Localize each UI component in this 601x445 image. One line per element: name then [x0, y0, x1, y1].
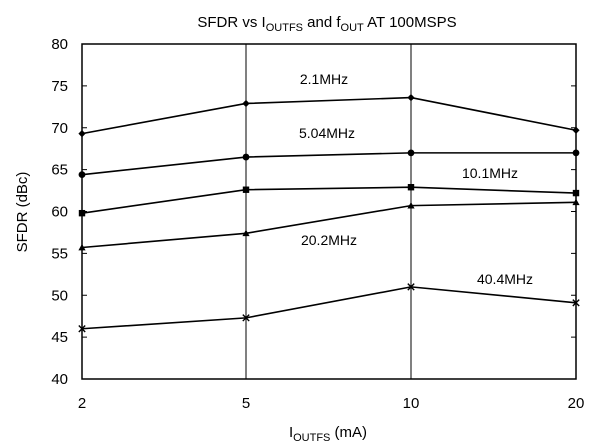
data-point	[407, 184, 415, 191]
data-point	[78, 130, 86, 138]
data-point	[572, 299, 580, 307]
x-tick-label: 2	[78, 395, 86, 412]
data-point	[78, 243, 86, 251]
chart-title: SFDR vs IOUTFS and fOUT AT 100MSPS	[197, 14, 456, 34]
y-tick-label: 65	[51, 162, 68, 179]
y-tick-label: 80	[51, 36, 68, 53]
data-point	[407, 202, 415, 209]
y-tick-label: 75	[51, 78, 68, 95]
series-label: 20.2MHz	[301, 232, 357, 248]
series-label: 10.1MHz	[462, 165, 518, 181]
series-line	[81, 96, 577, 135]
y-tick-label: 40	[51, 371, 68, 388]
x-axis-label: IOUTFS (mA)	[289, 424, 367, 444]
data-point	[242, 314, 250, 322]
y-axis-label: SFDR (dBc)	[14, 172, 31, 253]
series-line	[81, 201, 577, 249]
data-point	[407, 94, 415, 102]
series-label-bg	[292, 125, 362, 142]
data-point	[242, 186, 250, 193]
data-point	[407, 149, 415, 157]
x-tick-label: 5	[242, 395, 250, 412]
plot-area: 40 45 50 55 60 65 70 75 80 2 5 10 20 2.1MHz 5.04MHz 10.…	[51, 36, 584, 412]
series-2-1mhz: 2.1MHz	[78, 71, 580, 138]
data-point	[572, 126, 580, 134]
data-point	[407, 283, 415, 291]
plot-frame	[81, 43, 577, 380]
series-10-1mhz: 10.1MHz	[78, 165, 580, 217]
series-40-4mhz: 40.4MHz	[78, 271, 580, 333]
series-label: 40.4MHz	[477, 271, 533, 287]
data-point	[572, 198, 580, 206]
series-20-2mhz: 20.2MHz	[78, 198, 580, 251]
series-label-bg	[470, 271, 540, 288]
x-tick-label: 10	[403, 395, 420, 412]
series-label: 2.1MHz	[300, 71, 348, 87]
data-point	[572, 149, 580, 157]
y-tick-label: 70	[51, 120, 68, 137]
data-point	[78, 325, 86, 333]
y-tick-label: 55	[51, 245, 68, 262]
series-line	[81, 286, 577, 330]
series-label: 5.04MHz	[299, 125, 355, 141]
y-tick-label: 60	[51, 204, 68, 221]
series-line	[81, 152, 576, 176]
y-tick-label: 50	[51, 287, 68, 304]
y-tick-label: 45	[51, 329, 68, 346]
data-point	[242, 99, 250, 108]
series-line	[81, 186, 577, 214]
data-point	[242, 229, 250, 237]
data-point	[572, 189, 580, 197]
series-5-04mhz: 5.04MHz	[78, 125, 580, 179]
data-point	[78, 209, 86, 217]
data-point	[242, 153, 250, 161]
series-label-bg	[455, 165, 525, 182]
data-point	[78, 171, 86, 179]
series-label-bg	[298, 71, 350, 88]
x-tick-label: 20	[568, 395, 585, 412]
